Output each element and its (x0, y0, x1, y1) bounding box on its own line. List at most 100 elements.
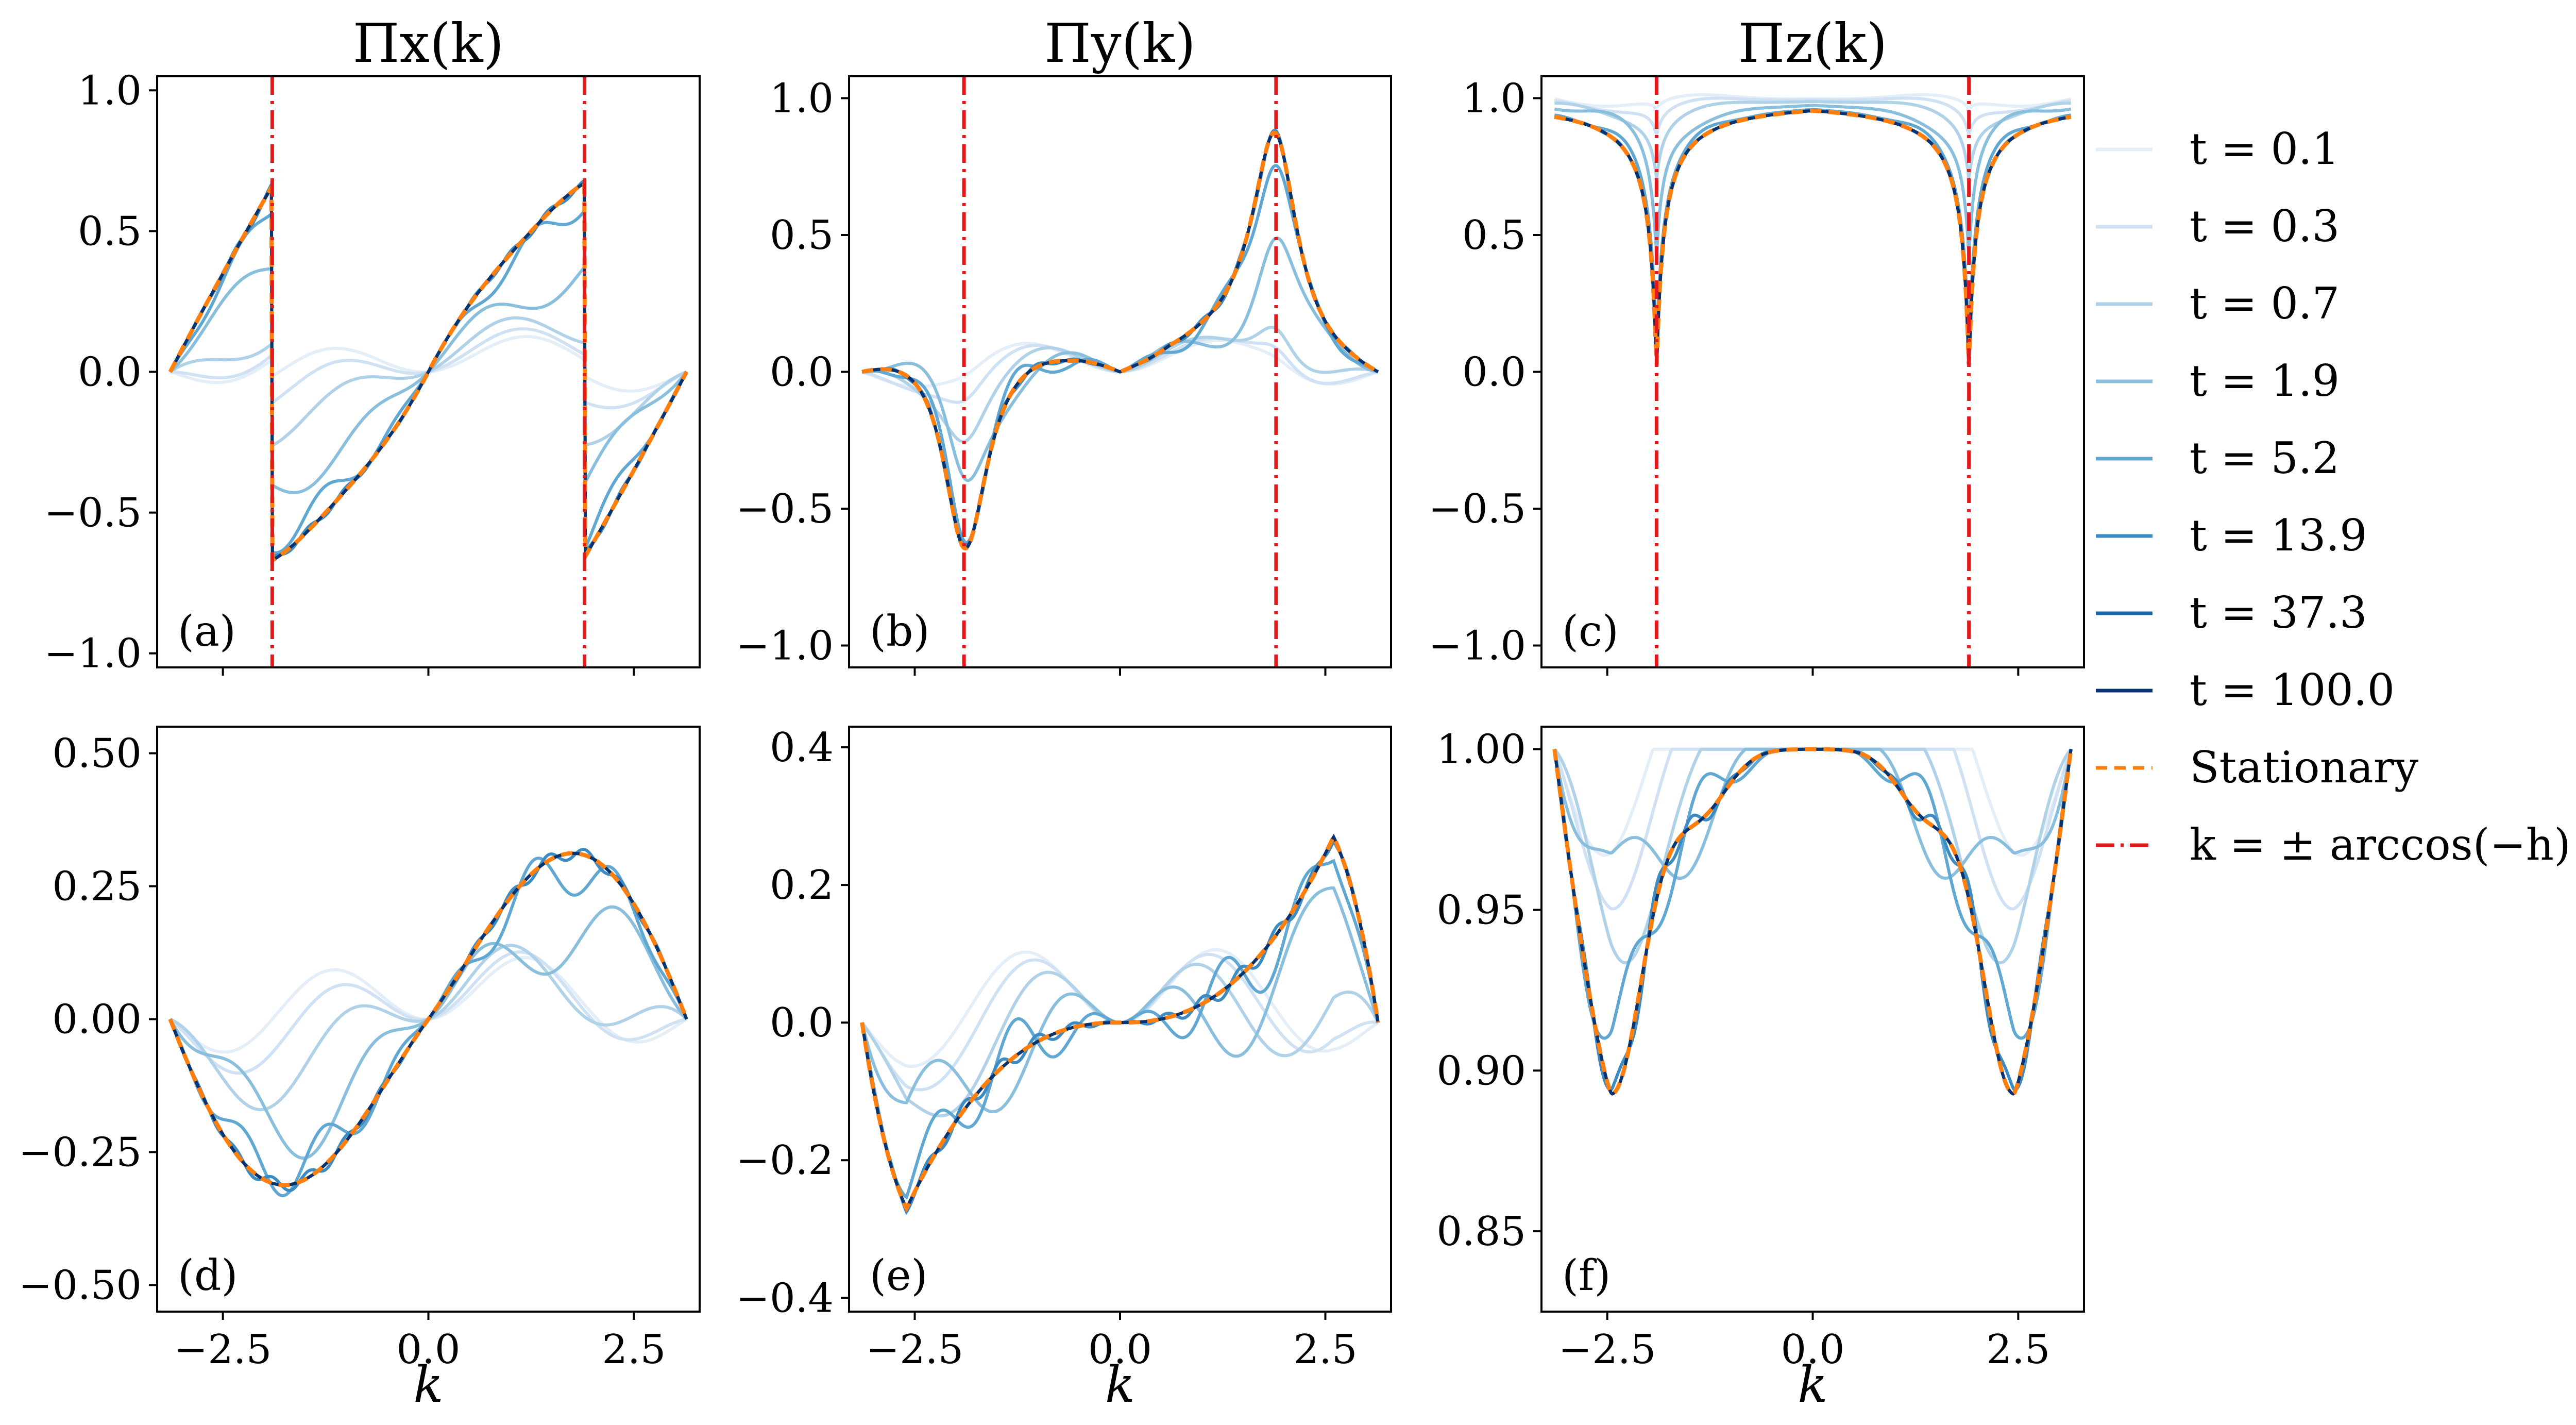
panel-a-ytick-label: −1.0 (44, 631, 142, 677)
panel-e-stationary-curve (860, 832, 1380, 1213)
panel-e-plot-area (860, 832, 1380, 1215)
panel-e-xtick-label: −2.5 (866, 1327, 963, 1373)
panel-c-label: (c) (1562, 607, 1619, 656)
legend-entry-1: t = 0.3 (2190, 201, 2340, 252)
panel-f-xtick-label: 2.5 (1986, 1327, 2050, 1373)
panel-d-label: (d) (178, 1251, 238, 1300)
panel-a-ytick-label: −0.5 (44, 490, 142, 537)
panel-e-ytick-label: −0.4 (736, 1275, 834, 1321)
legend-entry-0: t = 0.1 (2190, 124, 2340, 174)
panel-f-ytick-label: 0.85 (1436, 1209, 1526, 1255)
panel-c-curve-t-5.2 (1554, 108, 2071, 343)
panel-e-xtick-label: 0.0 (1088, 1327, 1152, 1373)
column-title-y: Πy(k) (1044, 12, 1196, 75)
panel-e-xtick-label: 2.5 (1293, 1327, 1357, 1373)
panel-c-curve-t-0.7 (1554, 100, 2071, 178)
panel-e-ytick-label: 0.2 (770, 862, 834, 909)
panel-d-xtick-label: −2.5 (174, 1327, 272, 1373)
panel-f-ytick-label: 0.90 (1436, 1048, 1526, 1094)
panel-e-ytick-label: 0.4 (770, 725, 834, 771)
legend-entry-6: t = 37.3 (2190, 588, 2367, 638)
panel-d-ytick-label: 0.00 (52, 997, 142, 1043)
legend-entry-9: k = ± arccos(−h) (2190, 819, 2571, 870)
panel-c-curve-t-37.3 (1554, 109, 2072, 365)
panel-a-curve-t-5.2 (168, 207, 688, 555)
legend-entry-8: Stationary (2190, 742, 2419, 793)
panel-a-curve-t-100 (168, 180, 688, 563)
panel-c-curve-t-1.9 (1554, 104, 2072, 254)
panel-d-ytick-label: 0.50 (52, 731, 142, 777)
panel-f (1533, 726, 2085, 1320)
panel-f-ytick-label: 1.00 (1436, 727, 1526, 773)
legend-entry-7: t = 100.0 (2190, 665, 2395, 715)
panel-e-ytick-label: −0.2 (736, 1137, 834, 1184)
panel-f-plot-area (1552, 747, 2073, 1096)
panel-e (841, 726, 1392, 1320)
panel-f-label: (f) (1562, 1251, 1611, 1300)
panel-f-xtick-label: −2.5 (1558, 1327, 1656, 1373)
panel-e-ytick-label: 0.0 (770, 1000, 834, 1046)
panel-b-ytick-label: 1.0 (770, 75, 834, 122)
panel-d-xtick-label: 2.5 (602, 1327, 666, 1373)
panel-c-plot-area (1554, 76, 2072, 667)
panel-d-xtick-label: 0.0 (396, 1327, 460, 1373)
panel-f-curve-t-0.7 (1553, 747, 2073, 965)
panel-d-plot-area (168, 847, 689, 1198)
panel-b-ytick-label: −0.5 (736, 486, 834, 532)
panel-a-ytick-label: 0.5 (78, 208, 142, 255)
panel-e-frame (848, 726, 1392, 1313)
panel-c-frame (1540, 75, 2085, 668)
panel-c-ytick-label: 0.0 (1462, 349, 1526, 396)
panel-a-label: (a) (178, 607, 236, 656)
panel-b-ytick-label: 0.0 (770, 349, 834, 396)
legend-entry-5: t = 13.9 (2190, 510, 2367, 561)
panel-a-curve-t-0.3 (170, 327, 688, 410)
panel-a-curve-t-1.9 (169, 263, 688, 494)
panel-b (841, 75, 1392, 676)
panel-b-curve-t-5.2 (861, 164, 1379, 544)
panel-a (149, 75, 701, 676)
panel-c-ytick-label: −1.0 (1429, 623, 1526, 669)
panel-f-curve-t-0.3 (1553, 747, 2073, 911)
panel-e-curve-t-1.9 (860, 886, 1380, 1114)
panel-e-xlabel: k (1105, 1356, 1135, 1414)
panel-b-ytick-label: −1.0 (736, 623, 834, 669)
panel-d-ytick-label: −0.25 (19, 1129, 142, 1176)
panel-e-label: (e) (870, 1251, 928, 1300)
panel-c-ytick-label: 1.0 (1462, 75, 1526, 122)
panel-d-curve-t-0.1 (169, 956, 688, 1054)
legend-entry-2: t = 0.7 (2190, 278, 2340, 329)
column-title-z: Πz(k) (1738, 12, 1888, 75)
panel-c-curve-t-100 (1554, 109, 2072, 365)
panel-d-ytick-label: −0.50 (19, 1262, 142, 1309)
panel-d-curve-t-0.7 (170, 944, 688, 1112)
panel-c-ytick-label: 0.5 (1462, 212, 1526, 259)
legend-entry-4: t = 5.2 (2190, 433, 2340, 483)
panel-a-ytick-label: 1.0 (78, 68, 142, 114)
panel-b-curve-t-100 (861, 131, 1379, 550)
panel-b-curve-t-13.9 (861, 128, 1379, 547)
column-title-x: Πx(k) (353, 12, 504, 75)
panel-f-ytick-label: 0.95 (1436, 887, 1526, 933)
panel-f-xtick-label: 0.0 (1781, 1327, 1844, 1373)
panel-f-stationary-curve (1552, 747, 2073, 1096)
panel-f-xlabel: k (1798, 1356, 1827, 1414)
panel-c-ytick-label: −0.5 (1429, 486, 1526, 532)
panel-b-stationary-curve (861, 130, 1379, 551)
panel-f-curve-t-5.2 (1553, 747, 2073, 1040)
panel-d (149, 726, 701, 1320)
panel-c (1533, 75, 2085, 676)
panel-a-ytick-label: 0.0 (78, 349, 142, 396)
panel-c-curve-t-13.9 (1554, 109, 2072, 363)
panel-a-plot-area (168, 76, 689, 667)
panel-b-ytick-label: 0.5 (770, 212, 834, 259)
panel-d-xlabel: k (413, 1356, 443, 1414)
panel-d-curve-t-0.3 (169, 950, 687, 1075)
panel-b-label: (b) (870, 607, 929, 656)
legend (2096, 147, 2153, 847)
legend-entry-3: t = 1.9 (2190, 356, 2340, 406)
panel-f-frame (1540, 726, 2085, 1313)
panel-d-stationary-curve (168, 851, 689, 1187)
